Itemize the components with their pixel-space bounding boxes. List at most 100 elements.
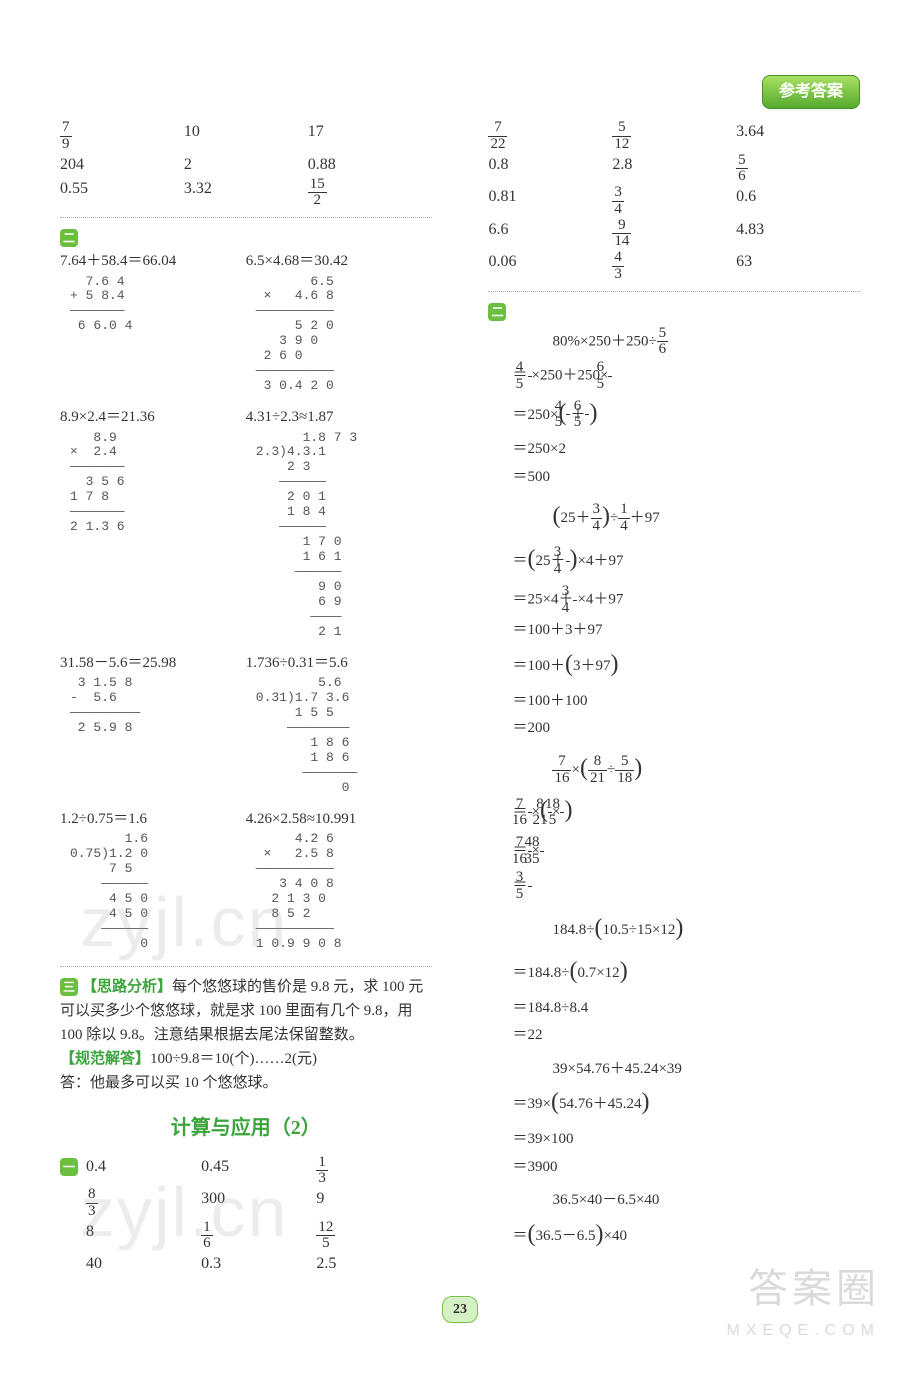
cell: 204 [60, 153, 184, 177]
cell: 0.3 [201, 1252, 316, 1276]
grid-row: 20420.88 [60, 153, 432, 177]
section-title: 计算与应用（2） [60, 1113, 432, 1143]
cell: 16 [201, 1220, 316, 1253]
cell: 83 [86, 1187, 201, 1220]
grid-row: 6.69144.83 [488, 218, 860, 251]
equation-step: ＝100＋(3＋97) [532, 646, 854, 687]
grid-row: 791017 [60, 120, 432, 153]
cell: 40 [86, 1252, 201, 1276]
equation-step: ＝35 [532, 870, 854, 903]
equation: 1.736÷0.31＝5.6 [246, 652, 432, 675]
equation: 4.26×2.58≈10.991 [246, 808, 432, 831]
grid-row: 7225123.64 [488, 120, 860, 153]
cell: 0.4 [86, 1155, 201, 1188]
solution-label: 【规范解答】 [60, 1051, 150, 1067]
cell: 0.6 [736, 185, 860, 218]
column-divider [460, 120, 461, 1276]
analysis-label: 【思路分析】 [82, 979, 172, 995]
equation: 8.9×2.4＝21.36 [60, 406, 246, 429]
equation-step: ＝(36.5－6.5)×40 [532, 1216, 854, 1257]
equation: 1.2÷0.75＝1.6 [60, 808, 246, 831]
vertical-work: 6.5 × 4.6 8 —————————— 5 2 0 3 9 0 2 6 0… [256, 275, 432, 395]
vertical-work: 1.8 7 3 2.3)4.3.1 2 3 —————— 2 0 1 1 8 4… [256, 431, 432, 640]
equation-step: ＝100＋3＋97 [532, 618, 854, 644]
cell: 13 [316, 1155, 431, 1188]
equation-head: 716×(821÷518) [532, 750, 854, 791]
cell: 0.06 [488, 250, 612, 283]
divider-line [488, 291, 860, 292]
cell: 56 [736, 153, 860, 186]
equation: 6.5×4.68＝30.42 [246, 250, 432, 273]
grid-row: 0.064363 [488, 250, 860, 283]
cell: 2.5 [316, 1252, 431, 1276]
cell: 0.81 [488, 185, 612, 218]
calc-block: 716×(821÷518)＝716×(821×185)＝716×4835＝35 [512, 750, 854, 903]
right-column: 7225123.64 0.82.856 0.81340.6 6.69144.83… [488, 120, 860, 1276]
page: 参考答案 791017 20420.88 0.553.32152 二 7.64＋… [0, 0, 900, 1363]
equation-step: ＝500 [532, 465, 854, 491]
equation-step: ＝25×4＋34×4＋97 [532, 584, 854, 617]
cell: 9 [316, 1187, 431, 1220]
cell: 0.45 [201, 1155, 316, 1188]
equation-step: ＝39×100 [532, 1127, 854, 1153]
cell: 914 [612, 218, 736, 251]
equation-step: ＝250×(45＋65) [532, 395, 854, 436]
cell: 63 [736, 250, 860, 283]
cell: 3.32 [184, 177, 308, 210]
grid-row: 816125 [86, 1220, 432, 1253]
calc-block: 184.8÷(10.5÷15×12)＝184.8÷(0.7×12)＝184.8÷… [512, 910, 854, 1049]
vertical-work: 8.9 × 2.4 ——————— 3 5 6 1 7 8 ——————— 2 … [70, 431, 246, 536]
equation: 31.58－5.6＝25.98 [60, 652, 246, 675]
calc-block: (25＋34)÷14＋97＝(25＋34)×4＋97＝25×4＋34×4＋97＝… [512, 498, 854, 741]
cell: 125 [316, 1220, 431, 1253]
equation-head: 184.8÷(10.5÷15×12) [532, 910, 854, 951]
cell: 512 [612, 120, 736, 153]
cell: 10 [184, 120, 308, 153]
answer-text: 答：他最多可以买 10 个悠悠球。 [60, 1071, 432, 1095]
cell: 6.6 [488, 218, 612, 251]
grid-row: 0.553.32152 [60, 177, 432, 210]
header-badge: 参考答案 [762, 75, 860, 109]
grid-row: 0.82.856 [488, 153, 860, 186]
vertical-work: 3 1.5 8 - 5.6 ————————— 2 5.9 8 [70, 676, 246, 736]
equation-step: ＝(25＋34)×4＋97 [532, 541, 854, 582]
cell: 2 [184, 153, 308, 177]
cell: 4.83 [736, 218, 860, 251]
cell: 79 [60, 120, 184, 153]
cell: 8 [86, 1220, 201, 1253]
bullet-icon: 二 [60, 229, 78, 247]
cell: 43 [612, 250, 736, 283]
cell: 3.64 [736, 120, 860, 153]
grid-row: 833009 [86, 1187, 432, 1220]
equation-step: ＝39×(54.76＋45.24) [532, 1084, 854, 1125]
section-3: 三【思路分析】每个悠悠球的售价是 9.8 元，求 100 元可以买多少个悠悠球，… [60, 975, 432, 1095]
cell: 17 [308, 120, 432, 153]
bullet-icon: 二 [488, 303, 506, 321]
section-next-1: 一 0.40.4513 833009 816125 400.32.5 [60, 1155, 432, 1277]
equation-head: (25＋34)÷14＋97 [532, 498, 854, 539]
left-column: 791017 20420.88 0.553.32152 二 7.64＋58.4＝… [60, 120, 432, 1276]
divider-line [60, 966, 432, 967]
equation-step: ＝3900 [532, 1155, 854, 1181]
cell: 34 [612, 185, 736, 218]
vertical-work: 7.6 4 + 5 8.4 ——————— 6 6.0 4 [70, 275, 246, 335]
equation-step: ＝184.8÷8.4 [532, 996, 854, 1022]
equation-step: ＝716×4835 [532, 835, 854, 868]
cell: 152 [308, 177, 432, 210]
cell: 0.8 [488, 153, 612, 186]
equation-head: 39×54.76＋45.24×39 [532, 1057, 854, 1083]
solution-text: 100÷9.8＝10(个)……2(元) [150, 1051, 317, 1067]
bullet-icon: 一 [60, 1158, 78, 1176]
divider-line [60, 217, 432, 218]
equation: 7.64＋58.4＝66.04 [60, 250, 246, 273]
equation-step: ＝716×(821×185) [532, 792, 854, 833]
grid-row: 0.81340.6 [488, 185, 860, 218]
calc-block: 39×54.76＋45.24×39＝39×(54.76＋45.24)＝39×10… [512, 1057, 854, 1180]
problem-pair: 1.2÷0.75＝1.6 1.6 0.75)1.2 0 7 5 —————— 4… [60, 808, 432, 958]
two-column-layout: 791017 20420.88 0.553.32152 二 7.64＋58.4＝… [60, 120, 860, 1276]
page-number: 23 [60, 1296, 860, 1323]
cell: 722 [488, 120, 612, 153]
equation-head: 36.5×40－6.5×40 [532, 1188, 854, 1214]
section-2: 二 7.64＋58.4＝66.04 7.6 4 + 5 8.4 ——————— … [60, 226, 432, 958]
cell: 0.88 [308, 153, 432, 177]
